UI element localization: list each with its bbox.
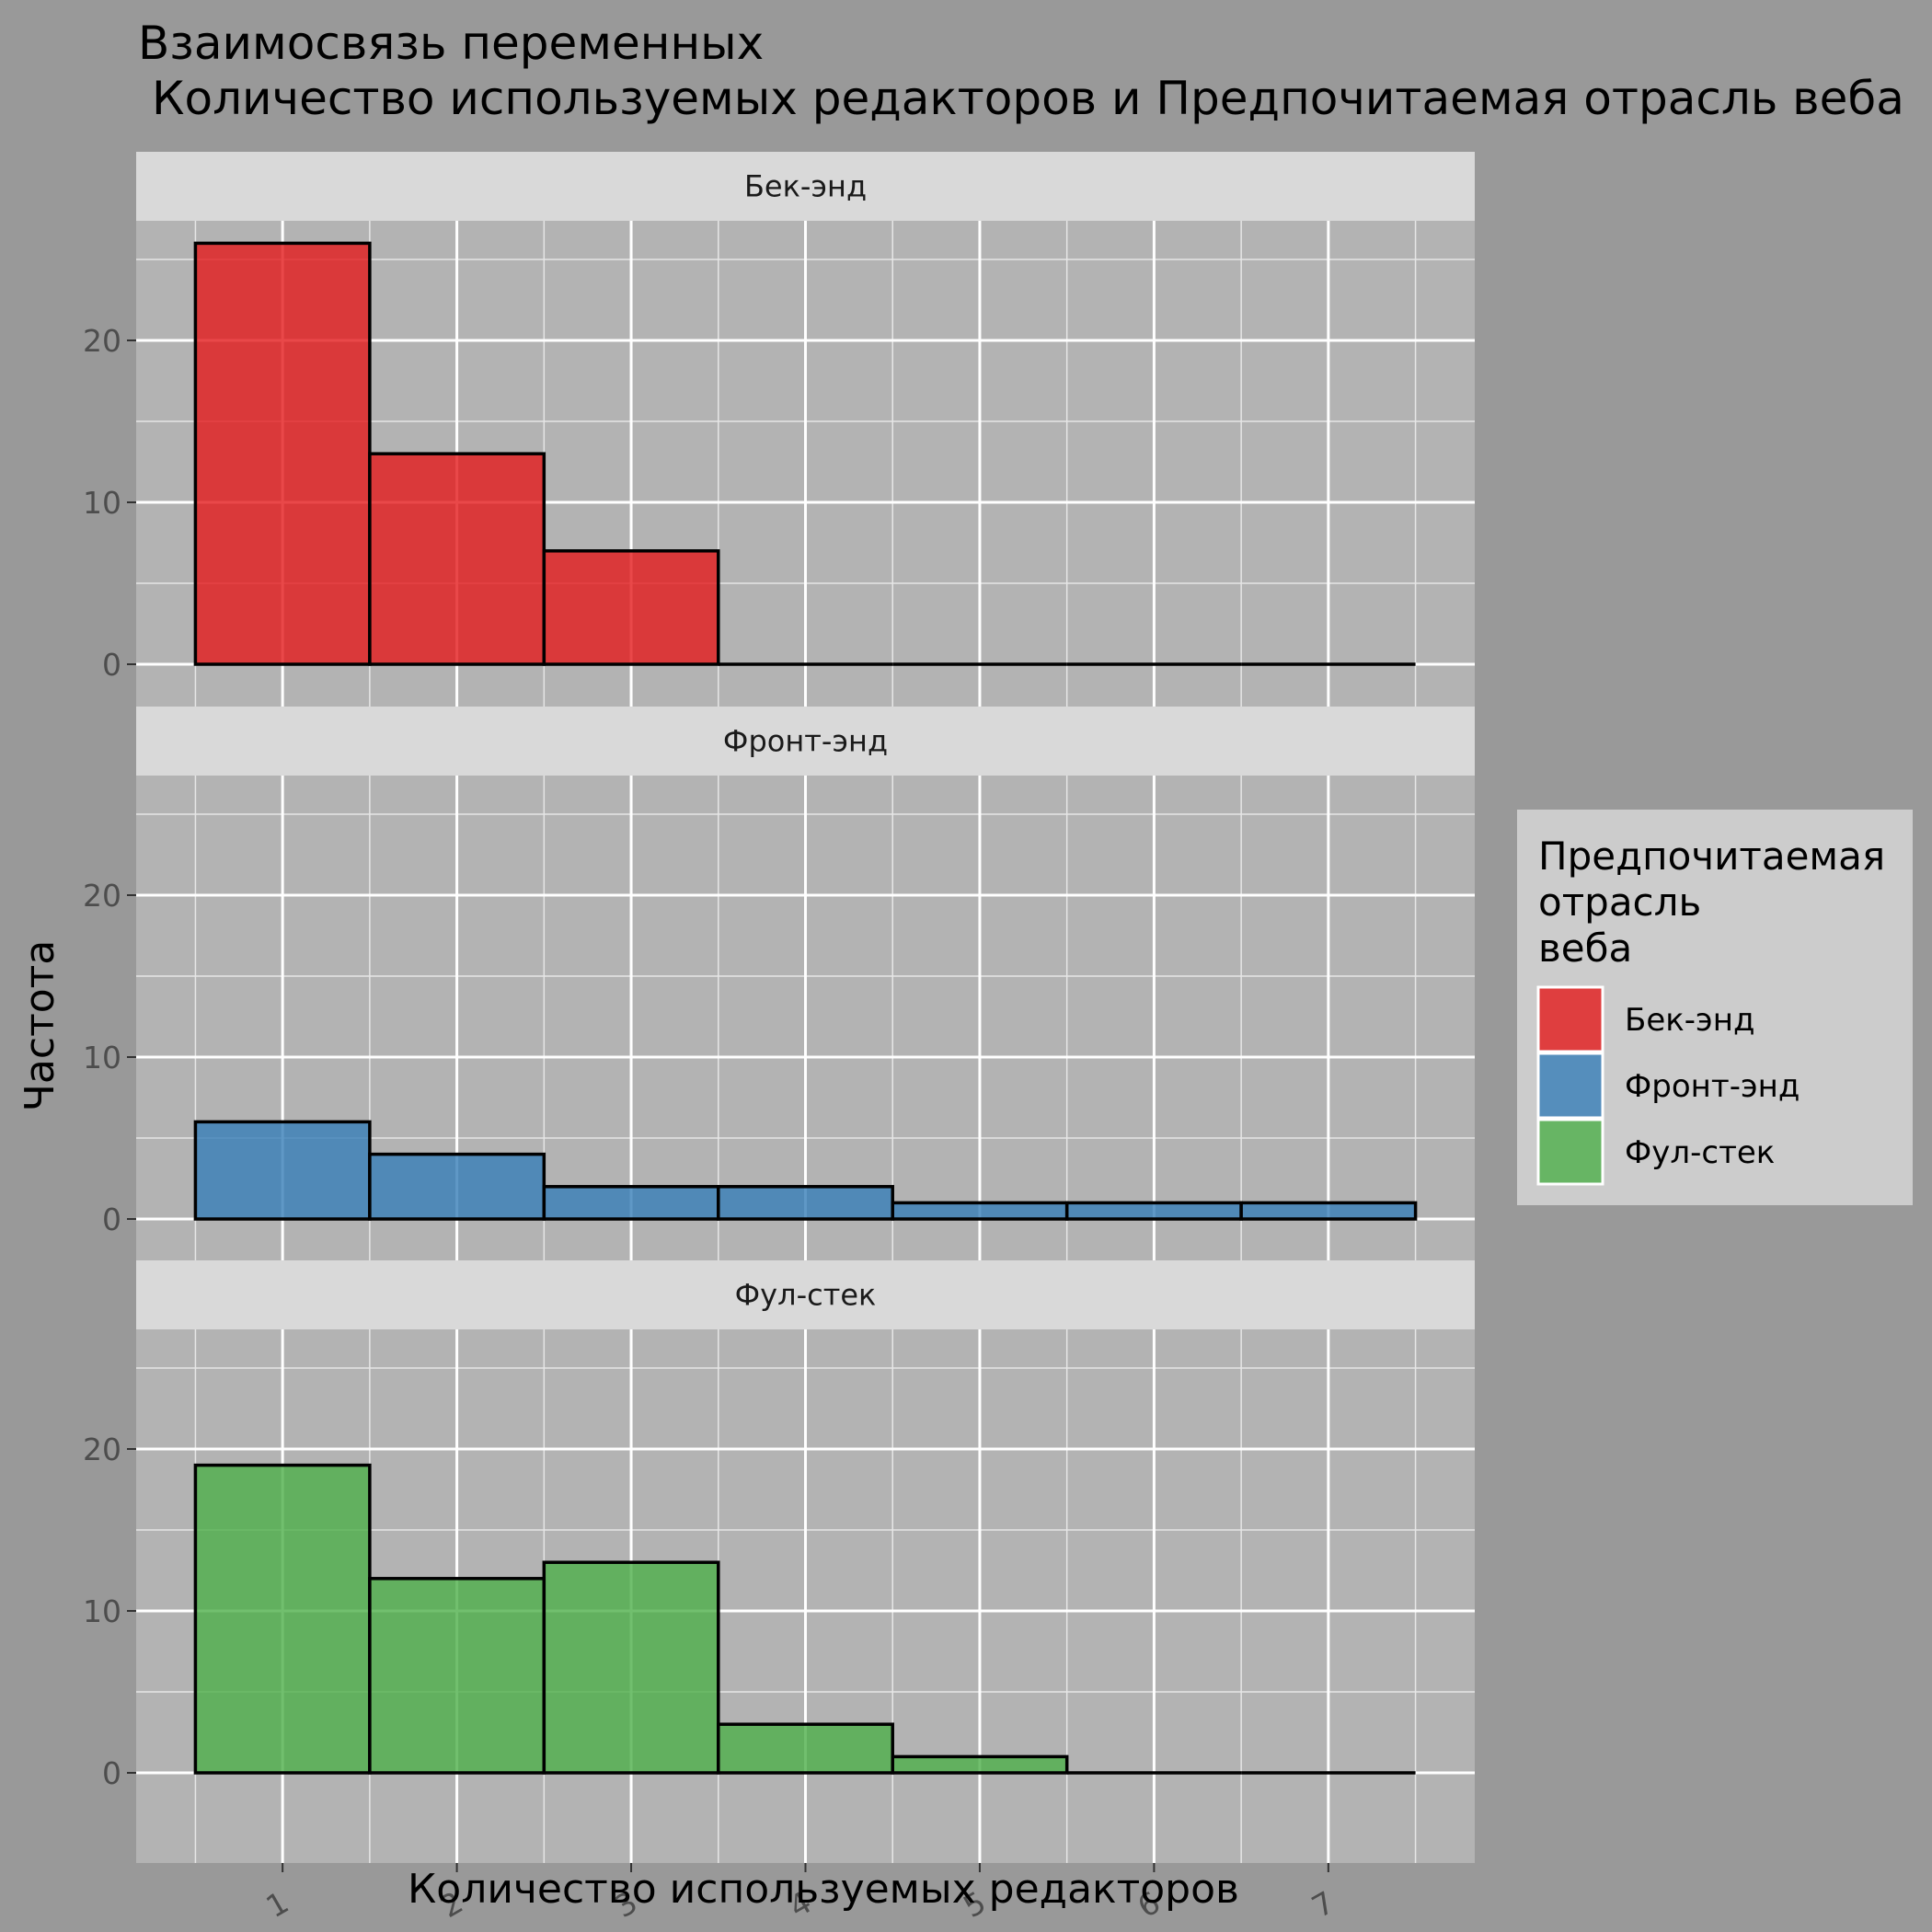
legend-key-label: Бек-энд <box>1625 1002 1754 1039</box>
facet-strip-label: Фронт-энд <box>723 724 888 759</box>
bar <box>368 1577 546 1775</box>
legend-keys: Бек-энд Фронт-энд Фул-стек <box>1536 985 1800 1186</box>
bar <box>193 241 372 666</box>
legend-key-swatch <box>1536 1052 1604 1120</box>
bar <box>368 452 546 666</box>
facet-strip-label: Бек-энд <box>744 169 867 204</box>
bar <box>891 1201 1069 1221</box>
chart-title-line2: Количество используемых редакторов и Пре… <box>152 72 1904 125</box>
facet-strip <box>136 1260 1475 1329</box>
y-tick-label: 10 <box>83 485 121 521</box>
chart-title-line1: Взаимосвязь переменных <box>138 17 764 70</box>
legend-key-swatch <box>1536 985 1604 1053</box>
bar <box>193 1120 372 1221</box>
bar <box>193 1463 372 1775</box>
bar <box>717 1722 894 1775</box>
legend-title-line1: Предпочитаемая <box>1538 834 1885 879</box>
legend: Предпочитаемая отрасль веба Бек-энд Фронт… <box>1517 810 1913 1205</box>
y-tick-label: 20 <box>83 1432 121 1467</box>
y-tick-label: 20 <box>83 878 121 914</box>
bar <box>717 1185 894 1221</box>
facet-panels: Бек-энд 0 10 20 Фронт-энд 0 10 20 Фул-стек 0 10 20 <box>83 152 1475 1863</box>
bar <box>891 1754 1069 1775</box>
y-axis-label: Частота <box>17 940 63 1111</box>
bar <box>1239 1201 1418 1221</box>
facet-panel-3: Фул-стек 0 10 20 <box>83 1260 1475 1863</box>
y-tick-label: 0 <box>102 647 121 683</box>
legend-title-line2: отрасль <box>1538 880 1701 925</box>
y-tick-label: 0 <box>102 1202 121 1237</box>
bar <box>542 1560 720 1775</box>
facet-panel-2: Фронт-энд 0 10 20 <box>83 707 1475 1309</box>
y-tick-label: 10 <box>83 1593 121 1629</box>
bar <box>368 1152 546 1221</box>
legend-title-line3: веба <box>1538 926 1632 971</box>
bar <box>1064 1201 1243 1221</box>
legend-key-label: Фул-стек <box>1625 1134 1775 1171</box>
legend-key-label: Фронт-энд <box>1625 1068 1800 1105</box>
legend-key-swatch <box>1536 1118 1604 1186</box>
y-tick-label: 10 <box>83 1040 121 1075</box>
bar <box>542 549 720 666</box>
bar <box>542 1185 720 1221</box>
y-tick-label: 0 <box>102 1755 121 1791</box>
facet-panel-1: Бек-энд 0 10 20 <box>83 152 1475 754</box>
facet-strip <box>136 707 1475 776</box>
facet-strip <box>136 152 1475 221</box>
x-axis-label: Количество используемых редакторов <box>408 1866 1239 1913</box>
facet-strip-label: Фул-стек <box>735 1278 877 1313</box>
y-tick-label: 20 <box>83 323 121 359</box>
